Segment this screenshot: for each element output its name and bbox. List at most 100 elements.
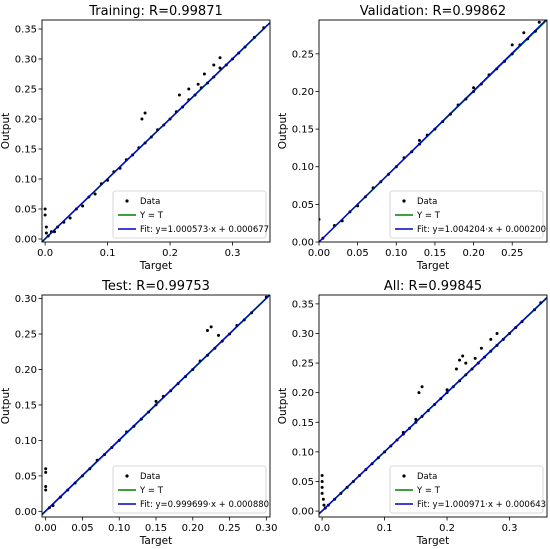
data-point [464,361,468,365]
data-point [458,358,462,362]
fit-line [319,20,547,242]
legend-label-identity: Y = T [416,486,441,496]
y-tick-label: 0.30 [292,329,314,340]
legend-marker-data [125,474,129,478]
data-point [205,328,209,332]
chart-title: Test: R=0.99753 [101,279,210,294]
y-tick-label: 0.10 [15,175,37,186]
y-axis-label: Output [277,113,289,149]
data-point [537,20,541,24]
legend-marker-data [402,474,406,478]
x-tick-label: 0.2 [162,248,178,259]
y-tick-label: 0.30 [15,55,37,66]
x-tick-label: 0.10 [385,248,407,259]
data-point [43,207,47,211]
data-point [187,87,191,91]
y-tick-label: 0.05 [15,471,37,482]
y-tick-label: 0.05 [292,477,314,488]
legend: Data Y = T Fit: y=0.999699·x + 0.000880 [112,465,269,514]
data-point [44,225,48,229]
y-tick-label: 0.00 [15,235,37,246]
data-point [43,213,47,217]
x-tick-label: 0.3 [225,248,241,259]
x-axis-label: Target [416,535,449,547]
plot-frame [318,19,548,243]
data-point [320,485,324,489]
y-tick-label: 0.05 [292,200,314,211]
y-tick-label: 0.20 [292,87,314,98]
x-tick-label: 0.1 [377,523,393,534]
data-point [68,216,72,220]
x-tick-label: 0.20 [462,248,484,259]
data-point [417,391,421,395]
data-point [202,72,206,76]
plot-frame [318,294,548,518]
y-tick-label: 0.10 [292,447,314,458]
x-tick-label: 0.05 [71,523,93,534]
y-tick-label: 0.15 [15,145,37,156]
y-tick-label: 0.35 [15,25,37,36]
y-tick-label: 0.25 [292,49,314,60]
y-tick-label: 0.20 [15,365,37,376]
x-tick-label: 0.15 [424,248,446,259]
y-tick-label: 0.25 [292,359,314,370]
y-tick-label: 0.10 [292,162,314,173]
data-point [177,93,181,97]
legend: Data Y = T Fit: y=1.004204·x + 0.000200 [389,190,546,239]
data-point [196,82,200,86]
legend-box [389,190,544,239]
x-tick-label: 0.15 [145,523,167,534]
chart-title: All: R=0.99845 [384,279,482,294]
y-axis-label: Output [0,113,12,149]
data-point [420,385,424,389]
y-tick-label: 0.00 [15,507,37,518]
chart-panel-3: Test: R=0.99753 0.00 0.05 0.10 0.15 0.20 0.25 0… [0,279,277,547]
y-axis-label: Output [0,388,12,424]
data-point [320,479,324,483]
data-point [454,367,458,371]
data-point [472,86,476,90]
data-point [321,497,325,501]
data-point [81,204,85,208]
data-point [479,346,483,350]
legend-label-fit: Fit: y=1.004204·x + 0.000200 [417,225,546,235]
fit-line [42,22,270,242]
legend-label-data: Data [417,472,437,482]
plot-frame [41,19,271,243]
legend-label-fit: Fit: y=1.000971·x + 0.000643 [417,500,546,510]
y-tick-label: 0.10 [15,436,37,447]
plot-content [319,296,547,515]
data-point [154,399,158,403]
x-tick-label: 0.05 [347,248,369,259]
y-tick-label: 0.15 [15,400,37,411]
x-tick-label: 0.30 [255,523,277,534]
data-point [320,491,324,495]
data-point [473,356,477,360]
legend-label-data: Data [140,472,160,482]
data-point [44,488,48,492]
y-tick-label: 0.00 [292,238,314,249]
chart-panel-1: Training: R=0.99871 0.0 0.1 0.2 0.3 0.00 0.05 0… [0,4,271,272]
legend: Data Y = T Fit: y=1.000971·x + 0.000643 [389,465,546,514]
legend-marker-data [402,199,406,203]
y-tick-label: 0.00 [292,507,314,518]
data-point [495,331,499,335]
x-tick-label: 0.1 [100,248,116,259]
chart-panel-2: Validation: R=0.99862 0.00 0.05 0.10 0.15 0.2… [277,4,548,272]
legend-label-identity: Y = T [139,211,164,221]
data-point [93,192,97,196]
y-axis-label: Output [277,388,289,424]
legend-label-data: Data [417,197,437,207]
y-tick-label: 0.30 [15,294,37,305]
data-point [209,325,213,329]
data-point [212,63,216,67]
legend-box [112,190,267,239]
legend-label-fit: Fit: y=0.999699·x + 0.000880 [140,500,269,510]
x-axis-label: Target [139,260,172,272]
chart-panel-4: All: R=0.99845 0.0 0.1 0.2 0.3 0.00 0.05 0.10 0.… [277,279,548,547]
plot-content [42,22,270,242]
data-point [445,388,449,392]
data-point [44,470,48,474]
fit-line [42,295,270,515]
x-axis-label: Target [416,260,449,272]
